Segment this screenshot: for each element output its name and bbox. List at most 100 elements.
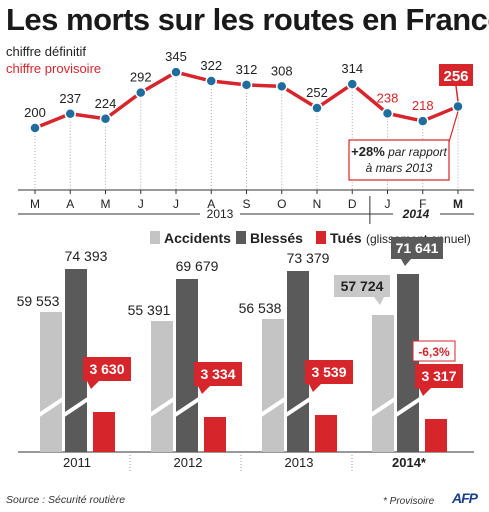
annotation-rest: par rapport [385, 145, 448, 159]
legend-accidents: Accidents [164, 230, 231, 246]
value-label: 224 [95, 96, 117, 111]
axis-break [369, 397, 397, 417]
value-label: 200 [24, 105, 46, 120]
month-label: F [419, 197, 426, 211]
value-label: 322 [200, 58, 222, 73]
value-label: 308 [271, 63, 293, 78]
axis-break [284, 397, 312, 417]
data-point [381, 107, 394, 120]
value-label-blesses: 73 379 [287, 250, 330, 266]
bar-tues [315, 415, 337, 452]
page-title: Les morts sur les routes en France [6, 2, 489, 37]
month-label: J [138, 197, 144, 211]
value-label: 314 [341, 61, 363, 76]
data-point [417, 115, 429, 127]
bar-tues [425, 419, 447, 452]
month-label: A [207, 197, 215, 211]
value-label-tues: 3 630 [89, 361, 124, 377]
data-point [452, 100, 464, 113]
legend-blesses: Blessés [250, 230, 303, 246]
bar-accidents [262, 319, 284, 452]
bar-accidents [372, 315, 394, 452]
data-point [240, 79, 253, 91]
source-note: Source : Sécurité routière [6, 494, 126, 506]
value-label: 238 [377, 90, 399, 105]
data-point [135, 86, 147, 99]
bar-blesses [65, 269, 87, 452]
value-label: 252 [306, 85, 328, 100]
value-label-accidents: 56 538 [239, 300, 282, 316]
axis-break [37, 397, 65, 417]
month-label: O [277, 197, 286, 211]
value-label: 218 [412, 98, 434, 113]
value-label: 345 [165, 49, 187, 64]
legend-blesses-swatch [236, 231, 246, 244]
highlight-connector [455, 85, 459, 102]
bar-blesses [287, 271, 309, 452]
data-point [99, 113, 112, 125]
label-box-tues [83, 357, 131, 381]
axis-break [259, 397, 287, 417]
value-label-blesses: 69 679 [176, 258, 219, 274]
label-pointer-tues [198, 386, 210, 394]
month-label: A [66, 197, 74, 211]
annotation-box [348, 139, 450, 181]
annotation-percent: +28% [351, 144, 385, 159]
label-pointer-blesses [401, 259, 411, 266]
label-pointer-tues [87, 381, 99, 389]
data-point [170, 66, 182, 78]
label-pointer-tues [419, 388, 431, 396]
data-point [276, 80, 288, 93]
highlight-box [439, 64, 473, 86]
label-box-tues [194, 362, 242, 386]
data-point [29, 122, 41, 134]
legend-tues-swatch [316, 231, 326, 244]
data-point [311, 102, 323, 114]
year-label: 2014 [402, 207, 430, 221]
month-label: M [453, 197, 463, 211]
value-label-blesses: 71 641 [396, 240, 439, 256]
category-label: 2012 [174, 455, 203, 470]
data-point [346, 78, 358, 90]
value-label: 312 [236, 62, 258, 77]
value-label-tues: 3 317 [421, 368, 456, 384]
data-point [64, 108, 76, 120]
month-label: M [30, 197, 40, 211]
legend-accidents-swatch [150, 231, 160, 244]
provisional-note: * Provisoire [383, 496, 435, 507]
legend-tues: Tués [330, 230, 362, 246]
category-label: 2011 [63, 455, 91, 470]
value-label: 237 [59, 91, 81, 106]
value-label-blesses: 74 393 [65, 248, 108, 264]
bar-tues [93, 412, 115, 452]
axis-break [173, 397, 201, 417]
legend-provisional: chiffre provisoire [6, 61, 102, 76]
label-box-blesses [391, 237, 443, 259]
month-label: N [313, 197, 322, 211]
annotation-text: +28% par rapport [351, 144, 447, 159]
value-label-accidents: 59 553 [17, 293, 60, 309]
axis-break [148, 397, 176, 417]
bar-accidents [40, 312, 62, 452]
line-chart: M A M J J A S O N D J F M 2013 2014 200 237 224 292 345 322 3… [18, 49, 474, 224]
change-box [412, 340, 456, 362]
value-label-tues: 3 334 [200, 366, 235, 382]
month-label: J [173, 197, 179, 211]
label-box-tues [305, 360, 353, 384]
value-label-accidents: 55 391 [128, 302, 171, 318]
annotation-text: à mars 2013 [366, 161, 433, 175]
category-label: 2014* [392, 455, 427, 470]
label-pointer-tues [309, 384, 321, 392]
label-box-accidents [334, 275, 390, 297]
month-label: M [101, 197, 111, 211]
change-label: -6,3% [418, 345, 450, 359]
data-point [205, 75, 217, 87]
axis-break [394, 397, 422, 417]
value-label: 256 [443, 68, 468, 85]
afp-logo: AFP [452, 490, 478, 506]
bar-tues [204, 417, 226, 452]
label-box-tues [415, 364, 463, 388]
axis-break [62, 397, 90, 417]
year-label: 2013 [207, 207, 234, 221]
